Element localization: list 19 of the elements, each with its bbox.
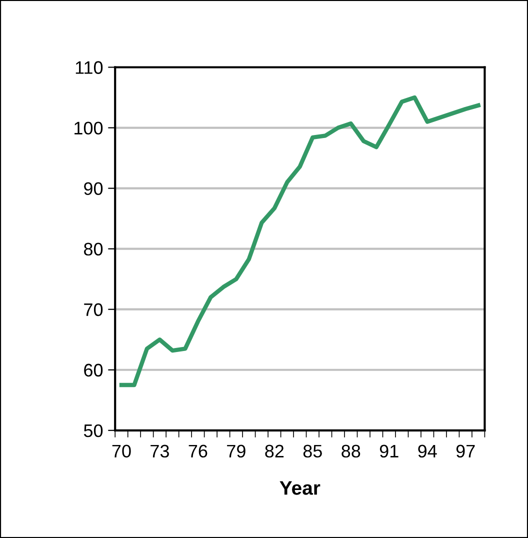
x-tick-label: 94 bbox=[418, 444, 437, 458]
x-tick-label: 97 bbox=[456, 444, 475, 458]
x-axis-title: Year bbox=[280, 481, 320, 495]
y-tick-label: 100 bbox=[74, 122, 103, 134]
x-tick-label: 91 bbox=[380, 444, 398, 458]
y-tick-label: 70 bbox=[84, 303, 103, 316]
x-tick-label: 88 bbox=[342, 444, 360, 458]
y-tick-label: 60 bbox=[84, 364, 103, 377]
y-tick-label: 110 bbox=[76, 61, 103, 74]
y-tick-label: 90 bbox=[84, 182, 103, 196]
x-tick-label: 82 bbox=[265, 444, 284, 458]
x-tick-label: 85 bbox=[303, 444, 322, 458]
line-series bbox=[119, 95, 480, 388]
y-tick-label: 80 bbox=[84, 242, 103, 256]
y-tick-label: 50 bbox=[84, 424, 103, 438]
x-tick-label: 76 bbox=[188, 444, 208, 458]
x-tick-label: 79 bbox=[227, 444, 246, 458]
x-tick-label: 70 bbox=[112, 444, 131, 458]
x-tick-label: 73 bbox=[150, 444, 169, 458]
